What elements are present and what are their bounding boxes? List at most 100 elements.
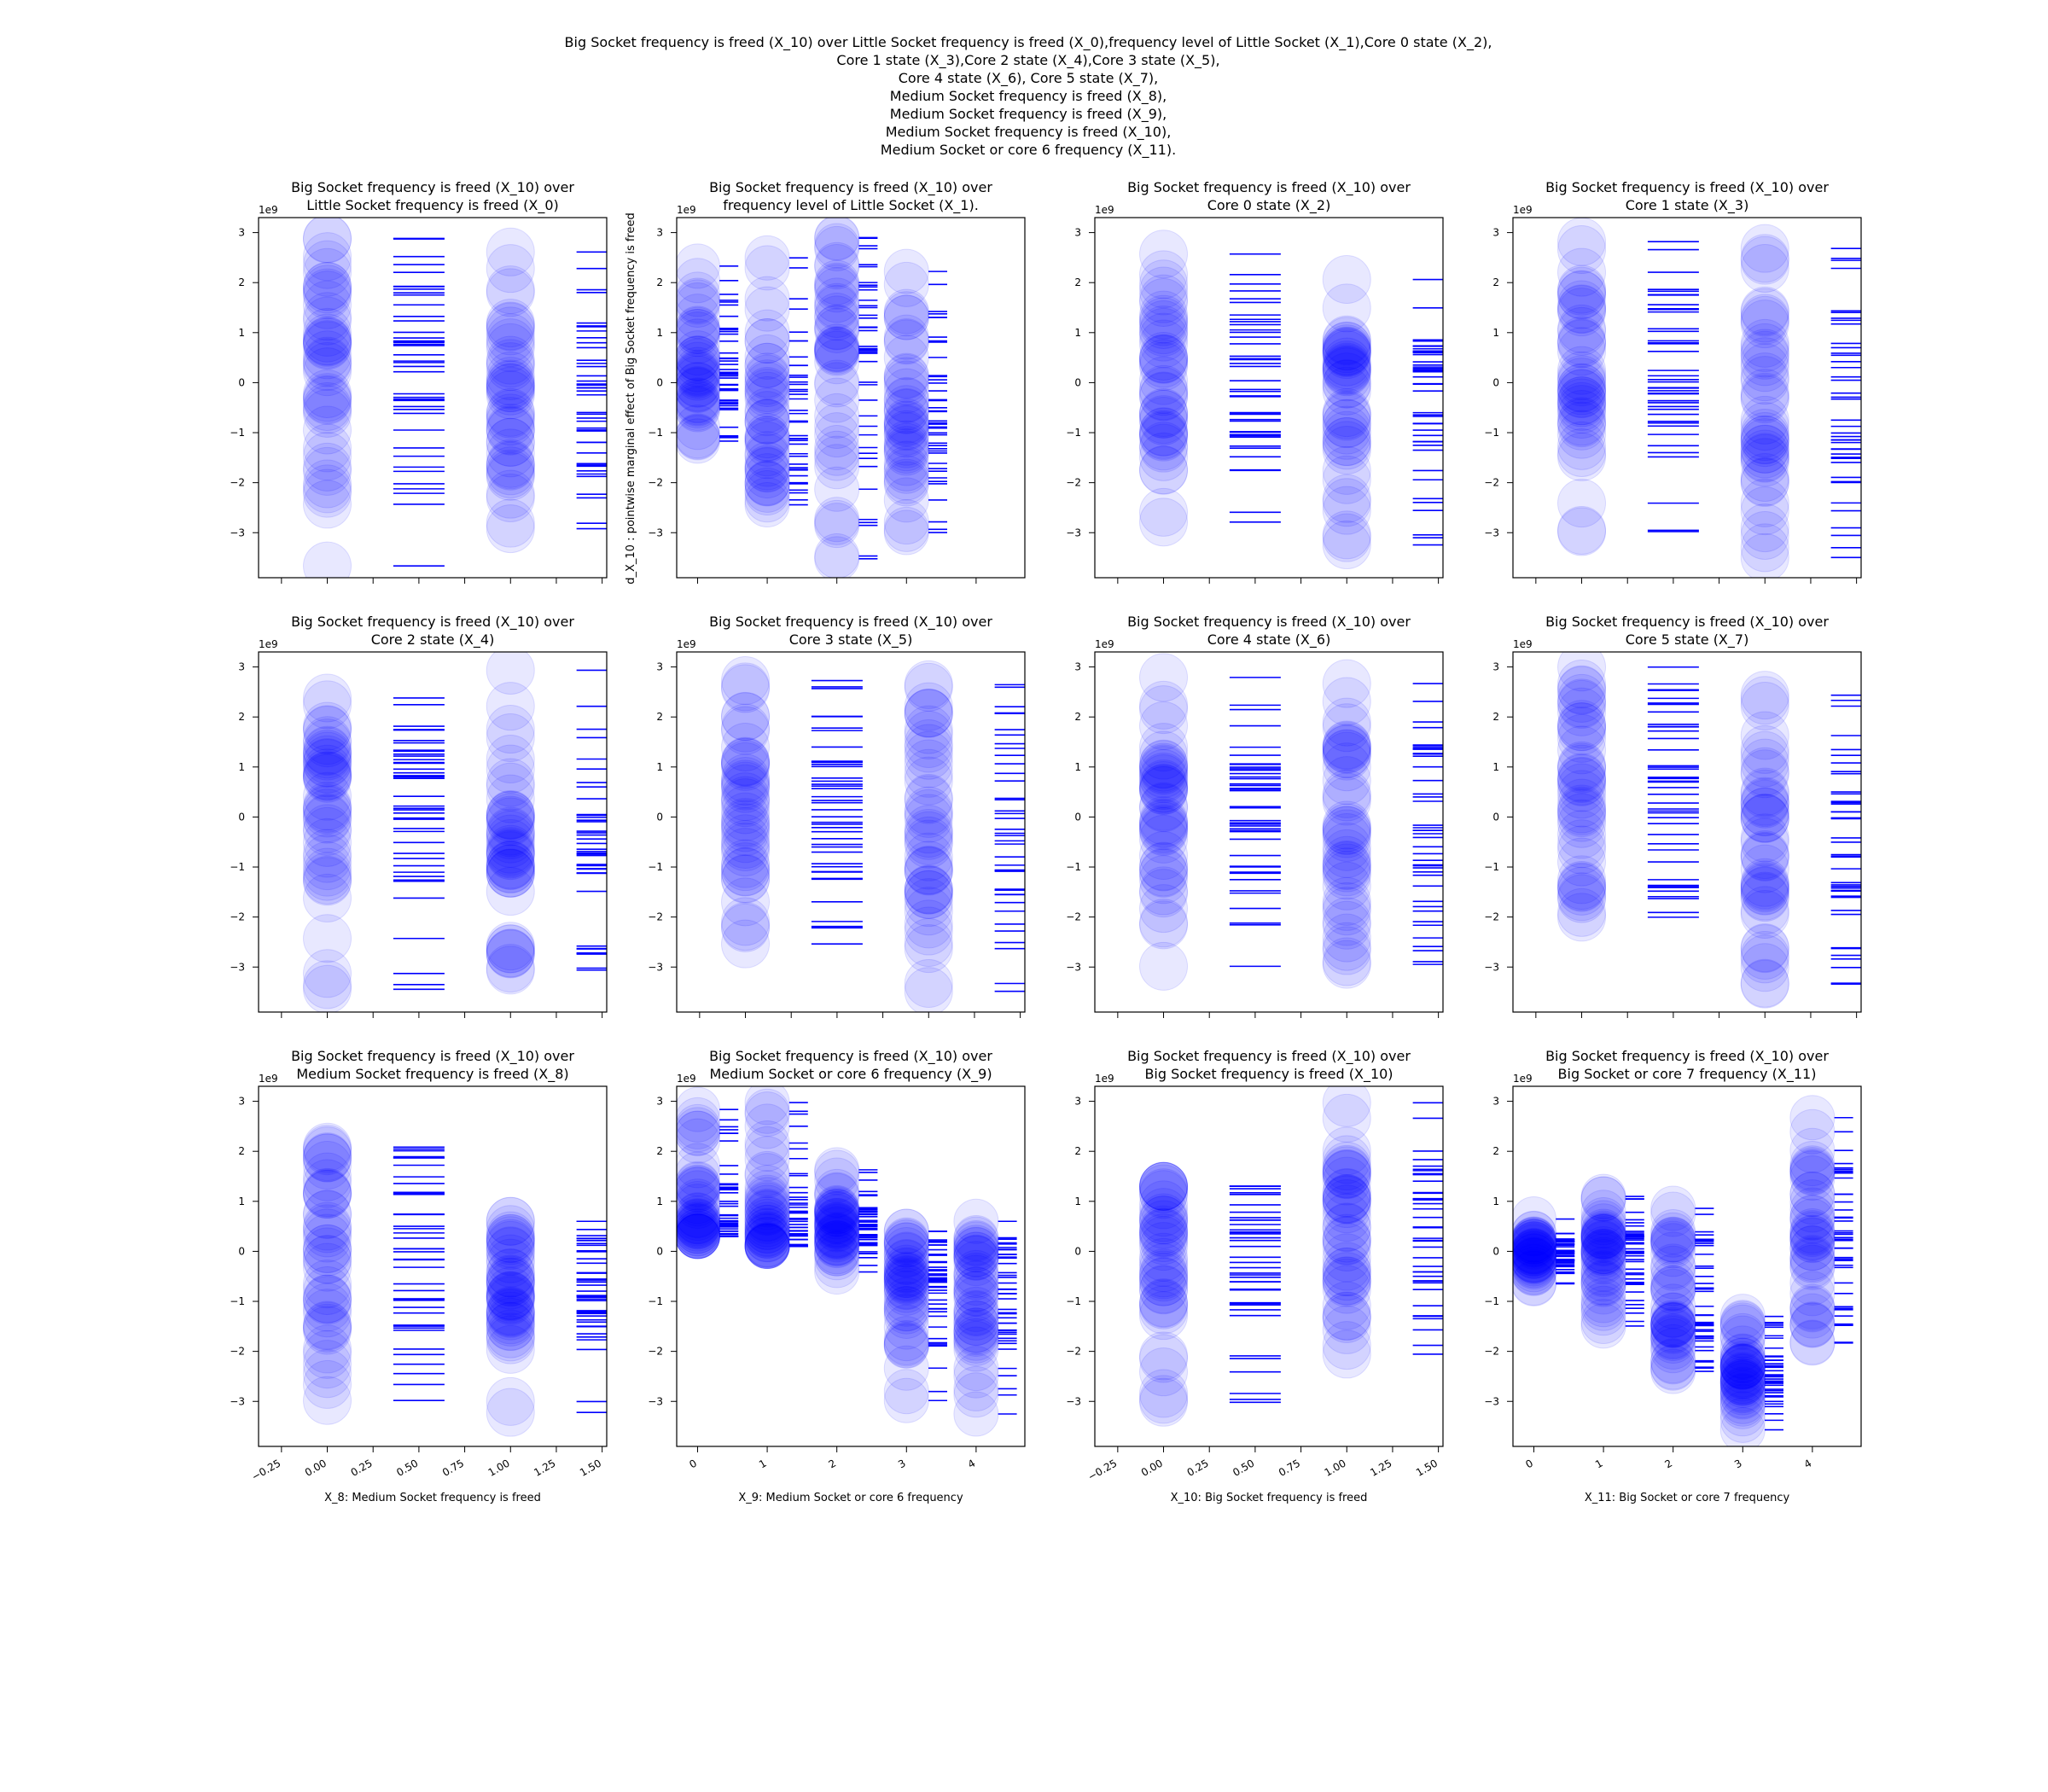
data-point [1740, 318, 1789, 368]
y-tick-label: 2 [238, 276, 245, 288]
data-point [303, 1190, 352, 1239]
data-point [1557, 744, 1607, 794]
data-point [953, 1346, 999, 1392]
y-tick-label: −3 [230, 527, 245, 538]
data-point [1139, 1207, 1189, 1257]
data-point [1322, 322, 1371, 371]
data-point [1740, 931, 1789, 980]
data-point [1322, 255, 1371, 305]
data-point [1740, 433, 1789, 482]
data-point [486, 387, 535, 437]
data-point [1139, 765, 1189, 815]
data-point [1139, 335, 1189, 384]
data-point [1322, 1258, 1371, 1307]
data-point [1322, 772, 1371, 822]
data-point [1322, 478, 1371, 527]
data-point [486, 1213, 535, 1263]
data-point [883, 388, 929, 434]
data-point [486, 366, 535, 416]
data-point [1740, 457, 1789, 507]
data-point [1322, 342, 1371, 392]
y-tick-label: 1 [1492, 1196, 1499, 1207]
data-point [904, 705, 953, 754]
data-point [1139, 334, 1189, 383]
data-point [303, 313, 352, 363]
data-point [486, 227, 535, 276]
data-point [953, 1266, 999, 1312]
data-point [1557, 369, 1607, 419]
data-point [1322, 345, 1371, 394]
subplot: −3 −2 −1 0 1 2 3 1e9 Big Socket frequency is fre… [1484, 614, 1862, 1018]
data-point [1139, 1257, 1189, 1306]
data-point [1740, 352, 1789, 402]
data-point [721, 807, 771, 857]
data-point [1740, 767, 1789, 817]
data-point [1557, 385, 1607, 434]
data-point [303, 317, 352, 366]
data-point [303, 262, 352, 311]
y-tick-label: 1 [1074, 1196, 1081, 1207]
subplot-title: Big Socket frequency is freed (X_10) ove… [1545, 1048, 1829, 1065]
data-point [1322, 388, 1371, 438]
data-point [721, 828, 771, 877]
data-point [721, 706, 771, 755]
data-point [486, 1257, 535, 1306]
data-point [486, 1376, 535, 1426]
data-point [1139, 423, 1189, 473]
data-point [1513, 1210, 1556, 1256]
figure-title-line: Medium Socket frequency is freed (X_9), [890, 106, 1167, 123]
data-point [1789, 1145, 1836, 1191]
axes-frame [258, 651, 608, 1013]
data-point [303, 268, 352, 317]
data-point [1139, 841, 1189, 891]
data-point [303, 960, 352, 1009]
data-point [1322, 328, 1371, 377]
data-point [486, 428, 535, 478]
data-point [1322, 359, 1371, 409]
data-point [1139, 1377, 1189, 1427]
data-point [303, 1306, 352, 1355]
y-tick-label: 0 [238, 811, 245, 823]
data-point [1322, 399, 1371, 448]
y-tick-label: −1 [1066, 1295, 1081, 1307]
data-point [1740, 866, 1789, 916]
data-point [486, 867, 535, 916]
data-point [486, 924, 535, 974]
data-point [486, 844, 535, 893]
data-point [904, 660, 953, 709]
data-point [1322, 876, 1371, 926]
data-point [1139, 1209, 1189, 1259]
data-point [1740, 671, 1789, 720]
data-point [303, 1170, 352, 1219]
data-point [904, 689, 953, 738]
data-point [486, 922, 535, 971]
data-point [1322, 861, 1371, 911]
data-point [303, 1141, 352, 1190]
data-point [486, 1297, 535, 1347]
data-point [1740, 873, 1789, 922]
data-point [1557, 306, 1607, 356]
subplot-title: Big Socket frequency is freed (X_10) ove… [709, 179, 992, 196]
data-point [1557, 770, 1607, 819]
data-point [1740, 416, 1789, 465]
data-point [486, 441, 535, 491]
data-point [721, 737, 771, 787]
data-point [303, 1133, 352, 1183]
data-point [303, 373, 352, 422]
data-point [1557, 376, 1607, 426]
y-tick-label: 2 [656, 276, 663, 288]
data-point [1322, 410, 1371, 460]
data-point [486, 682, 535, 731]
data-point [303, 1204, 352, 1254]
data-point [486, 359, 535, 409]
data-point [1322, 344, 1371, 393]
data-point [1557, 701, 1607, 751]
data-point [486, 370, 535, 420]
data-point [486, 924, 535, 974]
subplot-title: Big Socket frequency is freed (X_10) ove… [1127, 179, 1411, 196]
data-point [1139, 848, 1189, 898]
data-point [1322, 330, 1371, 380]
y-tick-label: −1 [648, 1295, 663, 1307]
data-point [1139, 1208, 1189, 1258]
data-point [1322, 315, 1371, 364]
